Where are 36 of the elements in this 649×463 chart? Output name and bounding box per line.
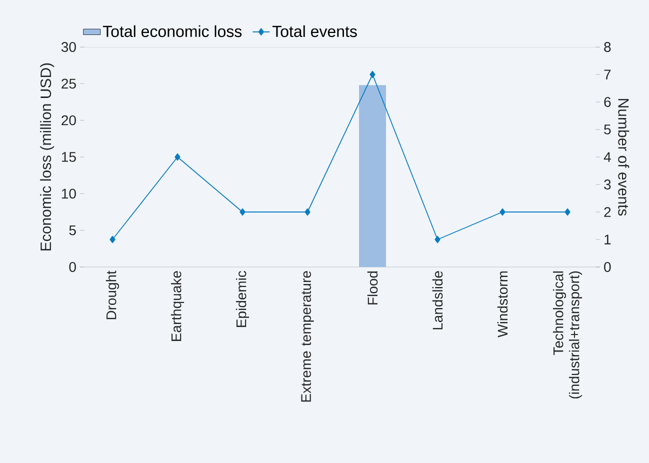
x-tick-label: Landslide	[432, 271, 443, 330]
legend-label: Total economic loss	[102, 25, 242, 38]
x-tick-label: Earthquake	[170, 271, 184, 341]
x-tick-label: Technological (industrial+transport)	[552, 271, 582, 398]
y2-tick-label: 0	[604, 262, 611, 272]
point	[110, 236, 116, 244]
point	[304, 208, 310, 216]
y-tick-label: 0	[69, 262, 76, 272]
y2-tick-label: 4	[604, 152, 611, 162]
point	[564, 208, 570, 216]
y2-tick-label: 6	[604, 97, 611, 107]
point	[174, 153, 180, 161]
y-tick-label: 5	[69, 225, 76, 236]
point	[240, 208, 246, 216]
x-tick-label: Drought	[106, 270, 120, 320]
y2-tick-label: 3	[604, 180, 611, 190]
y-tick-label: 25	[62, 78, 76, 89]
y2-axis-title: Number of events	[618, 99, 630, 216]
y-tick-label: 10	[62, 188, 76, 199]
x-tick-label: Epidemic	[236, 270, 250, 327]
y-tick-label: 20	[62, 115, 76, 126]
y2-tick-label: 7	[604, 70, 611, 80]
point	[434, 236, 440, 244]
y2-tick-label: 2	[604, 207, 611, 217]
x-tick-label: Extreme temperature	[301, 271, 314, 402]
y-tick-label: 30	[61, 42, 76, 52]
y2-tick-label: 8	[604, 42, 611, 52]
point	[370, 70, 376, 78]
x-tick-label: Windstorm	[497, 271, 508, 338]
y2-tick-label: 1	[604, 234, 611, 244]
legend-label: Total events	[272, 25, 357, 38]
x-tick-label: Flood	[367, 271, 378, 304]
y-axis-title: Economic loss (million USD)	[40, 63, 54, 250]
y2-tick-label: 5	[604, 124, 611, 134]
point	[500, 208, 506, 216]
y-tick-label: 15	[62, 152, 76, 162]
